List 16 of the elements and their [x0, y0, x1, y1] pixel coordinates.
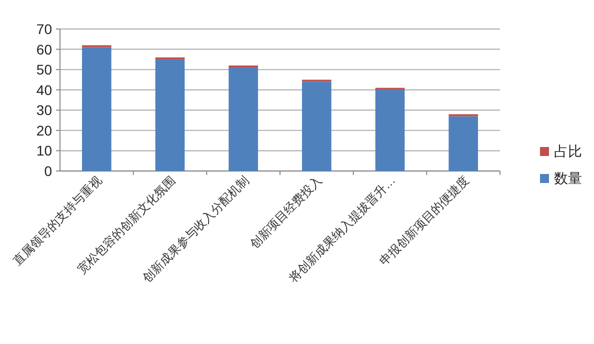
bar — [375, 90, 405, 171]
y-tick-label: 20 — [36, 122, 52, 138]
y-tick-label: 40 — [36, 82, 52, 98]
y-tick-label: 70 — [36, 21, 52, 37]
y-tick-label: 10 — [36, 142, 52, 159]
legend-label: 占比 — [554, 143, 582, 159]
legend-label: 数量 — [554, 170, 582, 186]
y-tick-label: 60 — [36, 41, 52, 58]
bar — [82, 47, 112, 171]
bar — [228, 68, 258, 171]
bar — [155, 59, 185, 171]
y-tick-label: 0 — [44, 163, 52, 179]
y-tick-label: 30 — [36, 102, 52, 118]
y-tick-label: 50 — [36, 62, 52, 78]
bar — [302, 82, 332, 171]
bar — [448, 116, 478, 171]
